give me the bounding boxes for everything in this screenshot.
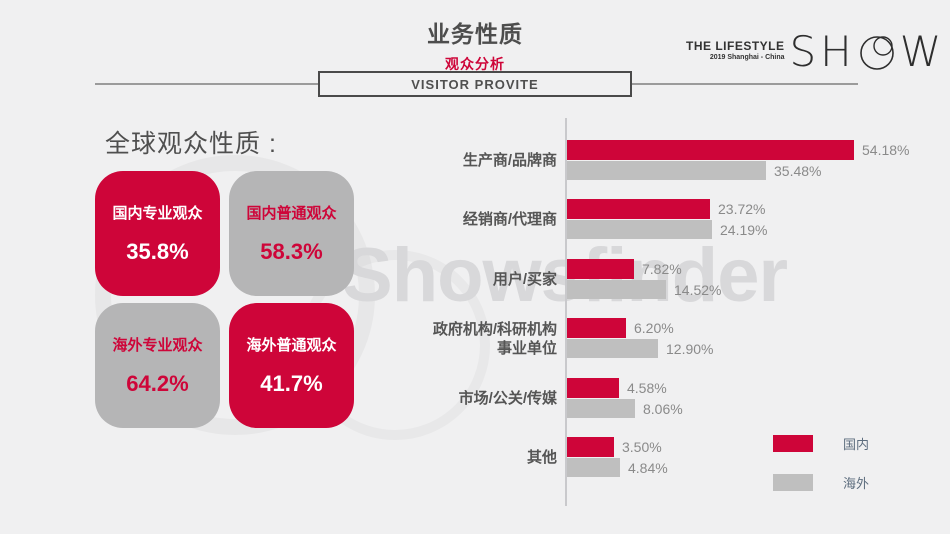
bar-value-label: 8.06%: [643, 400, 683, 417]
bar-overseas: [567, 220, 712, 239]
page-title: 业务性质: [427, 21, 523, 47]
bar-domestic: [567, 199, 710, 219]
header: 业务性质 观众分析: [0, 15, 950, 74]
bar-line-domestic: 54.18%: [567, 140, 909, 160]
chart-row: 其他 3.50% 4.84%: [360, 437, 945, 478]
logo-letter: W: [899, 27, 946, 76]
bar-value-label: 35.48%: [774, 162, 822, 179]
bar-value-label: 14.52%: [674, 281, 722, 298]
legend-label: 海外: [843, 476, 870, 491]
bar-group: 23.72% 24.19%: [567, 199, 767, 240]
bar-value-label: 3.50%: [622, 439, 662, 455]
bar-line-domestic: 23.72%: [567, 199, 767, 219]
bar-value-label: 4.58%: [627, 380, 667, 396]
bar-domestic: [567, 318, 626, 338]
audience-card-label: 海外普通观众: [246, 337, 337, 354]
bar-value-label: 7.82%: [642, 261, 682, 277]
category-label: 经销商/代理商: [462, 211, 557, 228]
bar-value-label: 4.84%: [628, 459, 668, 476]
lifestyle-show-logo: THE LIFESTYLE 2019 Shanghai - China SH W: [686, 30, 945, 74]
bar-value-label: 6.20%: [634, 320, 674, 336]
audience-card-value: 41.7%: [260, 371, 323, 396]
chart-axis-line: [565, 118, 567, 506]
bar-overseas: [567, 458, 620, 477]
audience-card: 国内专业观众 35.8%: [95, 171, 220, 296]
logo-text: THE LIFESTYLE 2019 Shanghai - China: [686, 39, 785, 65]
bar-value-label: 12.90%: [666, 340, 714, 357]
bar-group: 4.58% 8.06%: [567, 378, 683, 419]
bar-line-domestic: 7.82%: [567, 259, 721, 279]
category-label: 生产商/品牌商: [462, 152, 557, 169]
audience-card-label: 国内专业观众: [112, 205, 203, 222]
chart-row: 用户/买家 7.82% 14.52%: [360, 259, 945, 300]
visitor-bar-chart: 生产商/品牌商 54.18% 35.48% 经销商/代理商 23.72% 24.19% 用户…: [360, 115, 945, 520]
legend-swatch: [773, 474, 813, 491]
bar-domestic: [567, 259, 634, 279]
bar-line-overseas: 14.52%: [567, 280, 721, 299]
bar-line-overseas: 12.90%: [567, 339, 713, 358]
bar-group: 3.50% 4.84%: [567, 437, 668, 478]
bar-overseas: [567, 399, 635, 418]
legend-label: 国内: [843, 437, 870, 452]
bar-value-label: 24.19%: [720, 221, 768, 238]
bar-line-overseas: 35.48%: [567, 161, 909, 180]
logo-title: THE LIFESTYLE: [686, 39, 785, 53]
bar-group: 6.20% 12.90%: [567, 318, 713, 359]
bar-value-label: 54.18%: [862, 142, 910, 158]
chart-legend: 国内 海外: [773, 434, 869, 492]
bar-line-domestic: 4.58%: [567, 378, 683, 398]
legend-swatch: [773, 435, 813, 452]
bar-value-label: 23.72%: [718, 201, 766, 217]
bar-overseas: [567, 339, 658, 358]
audience-card-value: 64.2%: [126, 371, 189, 396]
audience-cards: 国内专业观众 35.8% 国内普通观众 58.3% 海外专业观众 64.2% 海外普通观众 4…: [95, 171, 354, 428]
category-label: 政府机构/科研机构 事业单位: [432, 320, 557, 357]
banner-label: VISITOR PROVITE: [411, 76, 539, 92]
audience-card: 国内普通观众 58.3%: [229, 171, 354, 296]
bar-line-domestic: 6.20%: [567, 318, 713, 338]
banner-box: VISITOR PROVITE: [318, 71, 632, 97]
chart-row: 生产商/品牌商 54.18% 35.48%: [360, 140, 945, 181]
category-label: 市场/公关/传媒: [458, 390, 557, 407]
logo-o-circles-icon: [859, 36, 894, 70]
bar-line-overseas: 8.06%: [567, 399, 683, 418]
bar-domestic: [567, 378, 619, 398]
chart-row: 经销商/代理商 23.72% 24.19%: [360, 199, 945, 240]
bar-line-overseas: 4.84%: [567, 458, 668, 477]
bar-overseas: [567, 161, 766, 180]
left-panel-heading: 全球观众性质 :: [105, 130, 277, 158]
audience-card: 海外普通观众 41.7%: [229, 303, 354, 428]
category-label: 其他: [526, 449, 557, 466]
audience-card: 海外专业观众 64.2%: [95, 303, 220, 428]
audience-card-label: 国内普通观众: [246, 205, 337, 222]
category-label: 用户/买家: [492, 271, 557, 288]
audience-card-value: 58.3%: [260, 239, 323, 264]
bar-group: 54.18% 35.48%: [567, 140, 909, 181]
bar-domestic: [567, 140, 854, 160]
bar-overseas: [567, 280, 666, 299]
legend-item: 国内: [773, 434, 869, 453]
page-subtitle: 观众分析: [445, 56, 505, 72]
bar-domestic: [567, 437, 614, 457]
bar-group: 7.82% 14.52%: [567, 259, 721, 300]
bar-line-overseas: 24.19%: [567, 220, 767, 239]
logo-letter: SH: [789, 27, 856, 76]
bar-line-domestic: 3.50%: [567, 437, 668, 457]
chart-row: 政府机构/科研机构 事业单位 6.20% 12.90%: [360, 318, 945, 359]
legend-item: 海外: [773, 473, 869, 492]
audience-card-label: 海外专业观众: [112, 337, 203, 354]
audience-card-value: 35.8%: [126, 239, 189, 264]
chart-row: 市场/公关/传媒 4.58% 8.06%: [360, 378, 945, 419]
logo-show-word: SH W: [790, 30, 946, 74]
logo-subtitle: 2019 Shanghai - China: [709, 54, 785, 61]
